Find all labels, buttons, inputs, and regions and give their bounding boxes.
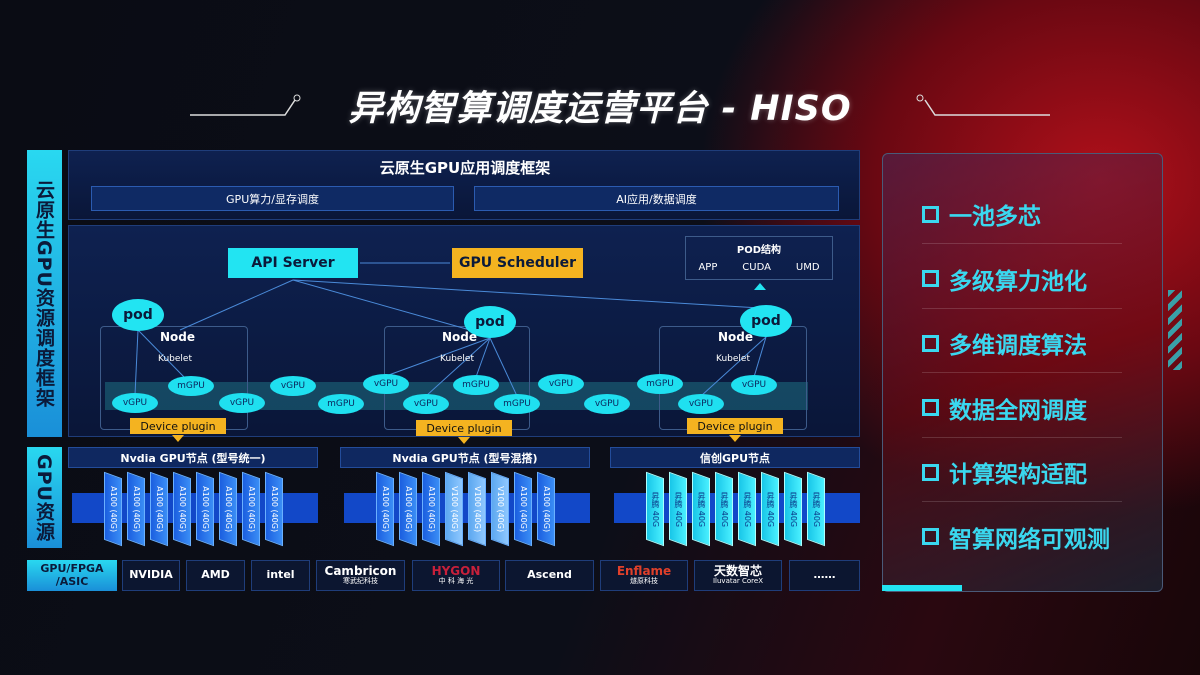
vendor-logo-3: Cambricon 寒武纪科技	[316, 560, 405, 591]
mgpu-unit: mGPU	[318, 394, 364, 414]
framework-title: 云原生GPU应用调度框架	[379, 159, 551, 177]
pod-ellipse: pod	[112, 299, 164, 331]
gpu-card: A100 (40G)	[103, 471, 122, 547]
vgpu-unit: vGPU	[584, 394, 630, 414]
vendor-logo-0: NVIDIA	[122, 560, 180, 591]
checkbox-icon	[922, 205, 939, 223]
divider	[922, 307, 1122, 309]
mgpu-unit: mGPU	[453, 375, 499, 395]
divider	[922, 243, 1122, 244]
vgpu-unit: vGPU	[363, 374, 409, 394]
pod-layer-umd: UMD	[795, 262, 820, 273]
pod-structure-box: POD结构 APP CUDA UMD	[685, 236, 833, 280]
vgpu-unit: vGPU	[678, 394, 724, 414]
vendor-logo-1: AMD	[186, 560, 245, 591]
gpu-card: 昇腾 40G	[806, 471, 825, 547]
gpu-compute-scheduling: GPU算力/显存调度	[91, 186, 454, 211]
gpu-card: 昇腾 40G	[783, 471, 802, 547]
api-server-box: API Server	[228, 248, 358, 278]
feature-item: 多级算力池化	[922, 262, 1087, 296]
vendor-logo-4: HYGON 中 科 海 光	[412, 560, 500, 591]
framework-side-label: 云原生GPU资源调度框架	[27, 150, 62, 437]
gpu-card: A100 (40G)	[149, 471, 168, 547]
pod-ellipse: pod	[464, 306, 516, 338]
page-title: 异构智算调度运营平台 - HISO	[348, 89, 852, 129]
feature-item: 智算网络可观测	[922, 520, 1110, 554]
gpu-card: 昇腾 40G	[691, 471, 710, 547]
feature-item: 计算架构适配	[922, 455, 1087, 489]
device-plugin: Device plugin	[687, 418, 783, 434]
gpu-scheduler-box: GPU Scheduler	[452, 248, 583, 278]
mgpu-unit: mGPU	[168, 376, 214, 396]
device-plugin: Device plugin	[130, 418, 226, 434]
vendor-logo-5: Ascend	[505, 560, 594, 591]
gpu-group-title: 信创GPU节点	[610, 447, 860, 468]
gpu-card: 昇腾 40G	[714, 471, 733, 547]
checkbox-icon	[922, 528, 939, 545]
vendor-logo-2: intel	[251, 560, 310, 591]
divider	[922, 436, 1122, 438]
divider	[922, 501, 1122, 502]
node-label: Node	[442, 330, 478, 344]
vendor-logo-8: ……	[789, 560, 860, 591]
gpu-card: A100 (40G)	[218, 471, 237, 547]
checkbox-icon	[922, 399, 939, 416]
gpu-card: A100 (40G)	[241, 471, 260, 547]
gpu-card: A100 (40G)	[126, 471, 145, 547]
mgpu-unit: mGPU	[494, 394, 540, 414]
gpu-card: A100 (40G)	[513, 471, 532, 547]
mgpu-unit: mGPU	[637, 374, 683, 394]
ai-data-scheduling: AI应用/数据调度	[474, 186, 839, 211]
checkbox-icon	[922, 270, 939, 287]
gpu-card: 昇腾 40G	[645, 471, 664, 547]
pod-structure-title: POD结构	[736, 245, 782, 256]
vgpu-unit: vGPU	[538, 374, 584, 394]
gpu-card: A100 (40G)	[375, 471, 394, 547]
vgpu-unit: vGPU	[731, 375, 777, 395]
stripe-decoration	[1168, 290, 1182, 370]
gpu-card: V100 (40G)	[467, 471, 486, 547]
pod-layer-cuda: CUDA	[742, 262, 771, 273]
divider	[922, 372, 1122, 373]
vendor-logo-7: 天数智芯 Iluvatar CoreX	[694, 560, 782, 591]
checkbox-icon	[922, 463, 939, 481]
gpu-card: 昇腾 40G	[668, 471, 687, 547]
vendor-logo-6: Enflame 燧原科技	[600, 560, 688, 591]
gpu-card: A100 (40G)	[398, 471, 417, 547]
device-plugin: Device plugin	[416, 420, 512, 436]
gpu-group-title: Nvdia GPU节点 (型号统一)	[68, 447, 318, 468]
kubelet-label: Kubelet	[440, 354, 474, 364]
accent-bar	[882, 585, 962, 591]
gpu-group-title: Nvdia GPU节点 (型号混搭)	[340, 447, 590, 468]
vgpu-unit: vGPU	[112, 393, 158, 413]
feature-item: 一池多芯	[922, 197, 1041, 231]
pod-layer-app: APP	[698, 262, 718, 273]
kubelet-label: Kubelet	[158, 354, 192, 364]
pod-ellipse: pod	[740, 305, 792, 337]
framework-panel: 云原生GPU应用调度框架 GPU算力/显存调度 AI应用/数据调度	[68, 150, 860, 220]
checkbox-icon	[922, 334, 939, 352]
gpu-card: A100 (40G)	[172, 471, 191, 547]
node-label: Node	[718, 330, 754, 344]
resources-side-label: GPU资源	[27, 447, 62, 548]
node-label: Node	[160, 330, 196, 344]
kubelet-label: Kubelet	[716, 354, 750, 364]
vgpu-unit: vGPU	[270, 376, 316, 396]
gpu-card: A100 (40G)	[264, 471, 283, 547]
gpu-card: 昇腾 40G	[760, 471, 779, 547]
gpu-card: A100 (40G)	[195, 471, 214, 547]
gpu-card: 昇腾 40G	[737, 471, 756, 547]
gpu-card: A100 (40G)	[536, 471, 555, 547]
vgpu-unit: vGPU	[219, 393, 265, 413]
vendor-label: GPU/FPGA /ASIC	[27, 560, 117, 591]
gpu-card: V100 (40G)	[490, 471, 509, 547]
vgpu-unit: vGPU	[403, 394, 449, 414]
gpu-card: V100 (40G)	[444, 471, 463, 547]
gpu-card: A100 (40G)	[421, 471, 440, 547]
features-panel	[882, 153, 1163, 592]
feature-item: 多维调度算法	[922, 326, 1087, 360]
feature-item: 数据全网调度	[922, 391, 1087, 425]
